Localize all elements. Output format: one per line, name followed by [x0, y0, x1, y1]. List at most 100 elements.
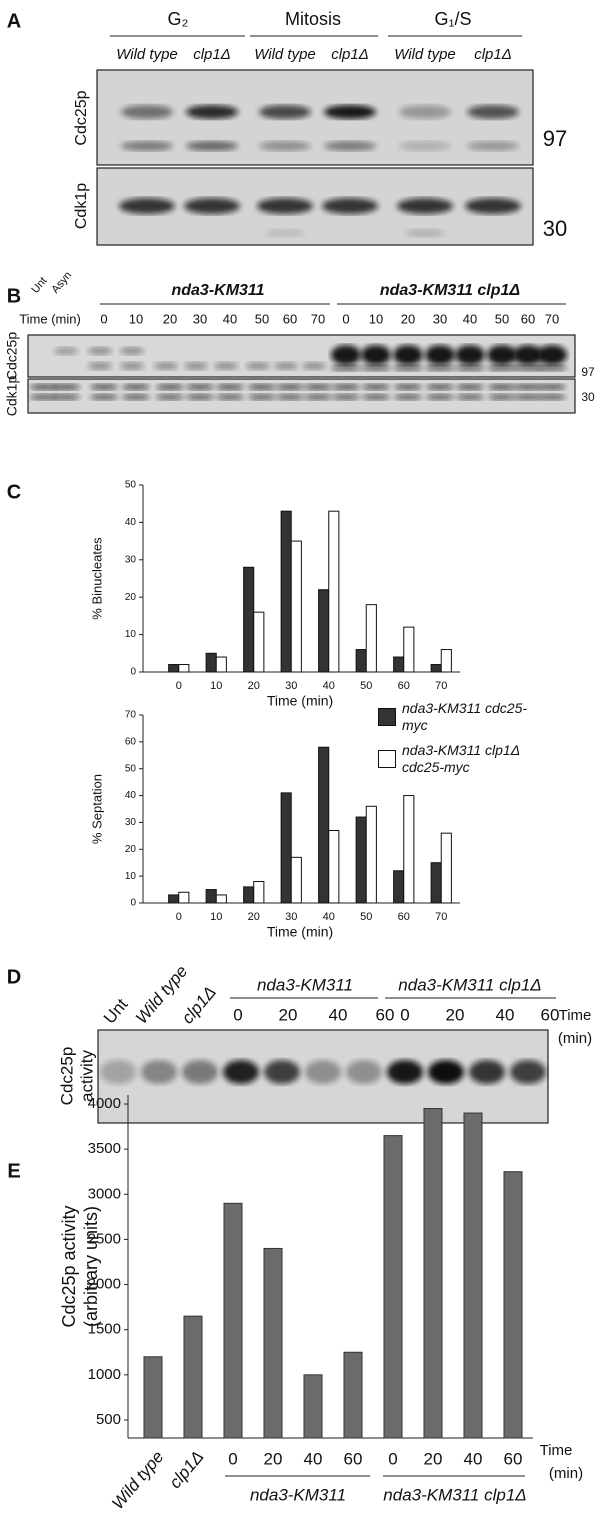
panel-label: C [7, 481, 21, 503]
blot-band [467, 105, 519, 119]
blot-band [184, 198, 240, 214]
blot-band [332, 384, 360, 390]
blot-band [186, 394, 214, 400]
blot-band [324, 141, 376, 151]
row-label: Cdc25p [4, 332, 20, 380]
bar [440, 832, 452, 904]
blot-band [154, 362, 178, 370]
blot-band [488, 394, 516, 400]
blot-band [514, 394, 542, 400]
blot-band [387, 1060, 423, 1084]
legend-swatch [378, 750, 396, 768]
blot-band [52, 384, 80, 390]
bar [290, 856, 302, 904]
time-tick: 50 [255, 311, 269, 326]
blot-band [331, 345, 361, 365]
phase-label: G₂ [168, 9, 189, 29]
bar [263, 1247, 283, 1439]
blot-band [455, 365, 485, 371]
bar [430, 664, 442, 673]
bar [343, 1351, 363, 1439]
blot-band [30, 394, 58, 400]
row-label: Cdc25p [57, 1047, 76, 1106]
row-label: Cdk1p [4, 376, 20, 417]
bar [280, 510, 292, 673]
time-tick: 10 [129, 311, 143, 326]
blot-band [428, 1060, 464, 1084]
blot-band [469, 1060, 505, 1084]
blot-band [537, 345, 567, 365]
time-label: Time [559, 1007, 592, 1024]
blot-band [88, 347, 112, 355]
blot-band [455, 345, 485, 365]
y-tick-label: 10 [125, 629, 137, 640]
y-tick-label: 10 [125, 871, 137, 882]
bar [215, 656, 227, 673]
bar [328, 829, 340, 904]
bar [383, 1135, 403, 1439]
marker-label: 97 [543, 126, 567, 151]
blot-band [156, 384, 184, 390]
group-label: nda3-KM311 clp1Δ [380, 282, 521, 299]
blot-band [186, 384, 214, 390]
y-tick-label: 20 [125, 592, 137, 603]
y-tick-label: 40 [125, 790, 137, 801]
row-label: Cdc25p [73, 90, 90, 145]
bar [205, 889, 217, 904]
x-tick-label: 30 [285, 911, 297, 923]
blot-band [393, 365, 423, 371]
bar [463, 1112, 483, 1439]
time-label: (min) [549, 1465, 583, 1482]
blot-band [214, 362, 238, 370]
bar [503, 1171, 523, 1439]
y-tick-label: 500 [96, 1411, 121, 1428]
x-tick-label: 60 [344, 1449, 363, 1468]
bar [243, 886, 255, 904]
bar [355, 816, 367, 904]
y-tick-label: 70 [125, 710, 137, 721]
bar [423, 1108, 443, 1439]
time-tick: 0 [400, 1005, 409, 1024]
bar [303, 1374, 323, 1439]
bar [253, 881, 265, 904]
strain-label: Wild type [116, 46, 178, 63]
x-tick-label: 50 [360, 911, 372, 923]
blot-band [248, 394, 276, 400]
blot-band [216, 384, 244, 390]
x-tick-label: 20 [248, 680, 260, 692]
blot-band [487, 365, 517, 371]
time-tick: 30 [433, 311, 447, 326]
x-tick-label: 40 [323, 911, 335, 923]
blot-band [120, 362, 144, 370]
y-tick-label: 1500 [88, 1321, 121, 1338]
time-tick: 50 [495, 311, 509, 326]
blot-band [405, 229, 445, 237]
y-tick-label: 50 [125, 763, 137, 774]
bar [355, 649, 367, 673]
blot-band [394, 394, 422, 400]
x-tick-label: 70 [435, 911, 447, 923]
blot-band [426, 384, 454, 390]
blot-band [538, 384, 566, 390]
time-tick: 70 [311, 311, 325, 326]
blot-band [456, 394, 484, 400]
blot-band [510, 1060, 546, 1084]
time-tick: 40 [496, 1005, 515, 1024]
blot-band [362, 394, 390, 400]
blot-band [121, 141, 173, 151]
time-tick: 0 [233, 1005, 242, 1024]
y-tick-label: 30 [125, 817, 137, 828]
blot-band [487, 345, 517, 365]
blot-band [259, 105, 311, 119]
bar [205, 652, 217, 673]
blot-band [186, 141, 238, 151]
x-axis-label: Time (min) [267, 693, 333, 709]
y-axis-label: % Septation [89, 774, 104, 844]
bar [183, 1315, 203, 1439]
blot [96, 69, 534, 166]
blot-band [467, 141, 519, 151]
y-tick-label: 50 [125, 480, 137, 491]
blot-band [141, 1060, 177, 1084]
blot-band [257, 198, 313, 214]
